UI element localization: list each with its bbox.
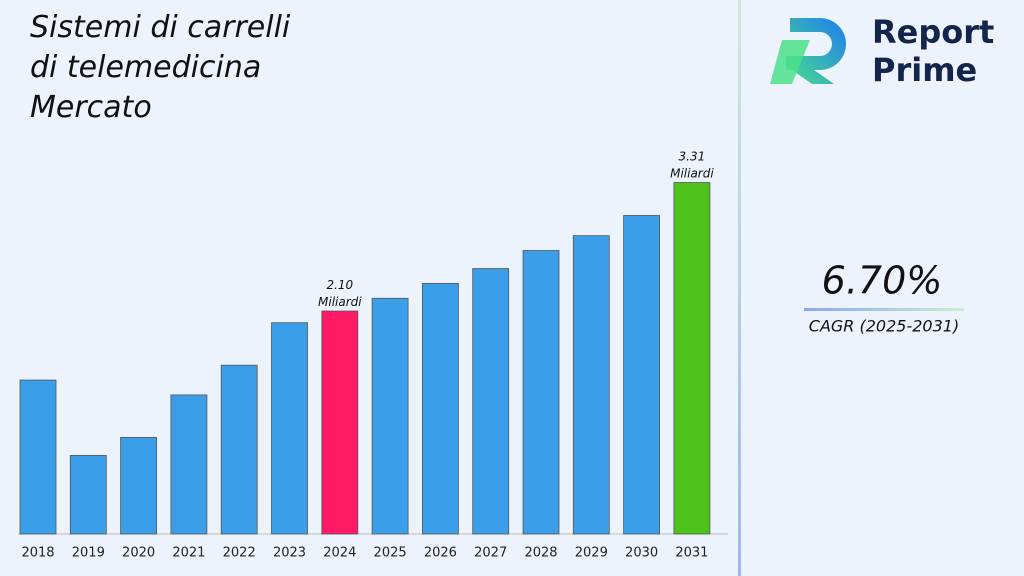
x-tick-label: 2020	[122, 546, 155, 561]
bar	[69, 455, 107, 535]
bar	[572, 235, 610, 535]
x-tick-label: 2019	[72, 546, 105, 561]
x-tick-label: 2025	[374, 546, 407, 561]
value-label: 3.31 Miliardi	[670, 149, 714, 180]
x-tick-label: 2028	[524, 546, 557, 561]
bar	[120, 436, 157, 535]
x-tick-label: 2021	[172, 546, 205, 561]
logo-text: Prime	[872, 51, 977, 89]
bar	[673, 182, 711, 535]
bar	[220, 364, 258, 535]
logo-text: Report	[872, 13, 994, 51]
bar	[421, 283, 459, 535]
bar	[170, 394, 208, 535]
bar	[321, 310, 359, 535]
x-tick-label: 2030	[625, 546, 658, 561]
chart-title: Sistemi di carrelli di telemedicina Merc…	[30, 10, 291, 125]
cagr-value: 6.70%	[822, 259, 943, 303]
x-tick-label: 2029	[575, 546, 608, 561]
bar	[522, 250, 560, 535]
bar	[472, 268, 510, 535]
x-tick-label: 2027	[474, 546, 507, 561]
x-tick-label: 2026	[424, 546, 457, 561]
bar	[623, 215, 660, 535]
x-tick-label: 2031	[675, 546, 708, 561]
value-label: 2.10 Miliardi	[318, 278, 362, 309]
cagr-underline	[804, 308, 964, 311]
bar	[271, 322, 308, 535]
cagr-label: CAGR (2025-2031)	[809, 317, 959, 336]
bar	[19, 379, 57, 535]
x-tick-label: 2023	[273, 546, 306, 561]
x-tick-label: 2018	[21, 546, 54, 561]
logo-icon	[770, 18, 846, 84]
bar	[371, 297, 409, 535]
x-tick-label: 2022	[223, 546, 256, 561]
divider	[738, 0, 741, 576]
x-tick-label: 2024	[323, 546, 356, 561]
